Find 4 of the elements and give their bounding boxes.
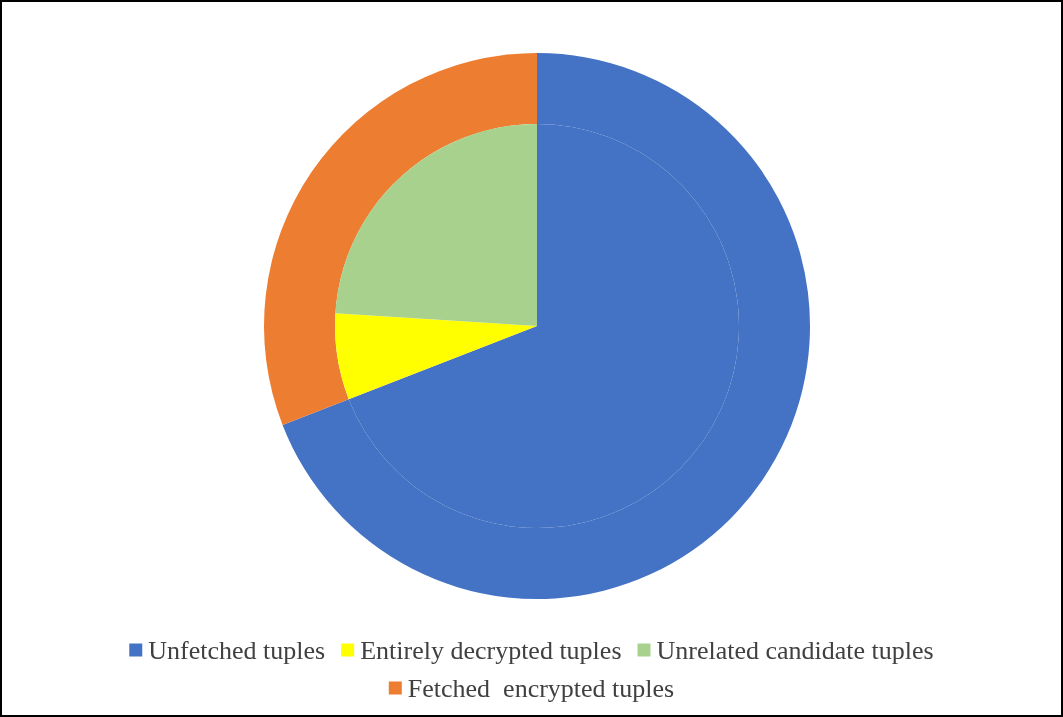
legend-label: Unrelated candidate tuples (656, 635, 934, 665)
legend-label: Unfetched tuples (148, 635, 326, 665)
legend-label: Fetched encrypted tuples (407, 673, 675, 703)
legend-label: Entirely decrypted tuples (360, 635, 622, 665)
